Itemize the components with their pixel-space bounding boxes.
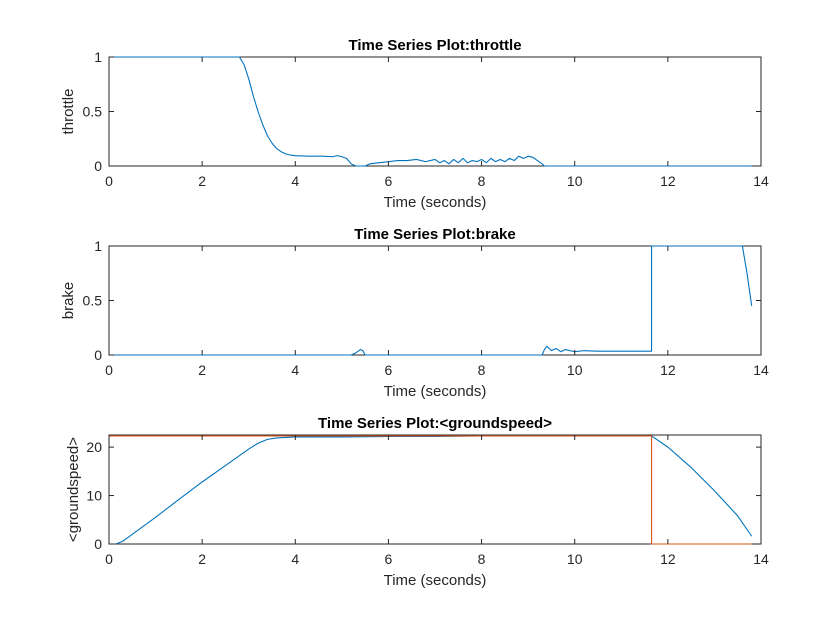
chart-title: Time Series Plot:throttle: [348, 37, 521, 54]
plot-area: [108, 245, 762, 356]
chart-title: Time Series Plot:<groundspeed>: [318, 415, 552, 432]
y-tick-label: 0: [94, 158, 102, 174]
x-tick-label: 2: [198, 362, 206, 378]
y-tick-label: 0: [94, 347, 102, 363]
series-line-1: [109, 245, 753, 356]
x-tick-label: 2: [198, 551, 206, 567]
y-tick-label: 0: [94, 536, 102, 552]
y-axis-label: <groundspeed>: [65, 437, 82, 542]
series-line-1: [109, 56, 752, 167]
y-tick-label: 10: [86, 488, 102, 504]
x-axis-label: Time (seconds): [384, 194, 487, 211]
x-tick-label: 10: [567, 551, 583, 567]
x-tick-label: 6: [385, 173, 393, 189]
x-tick-label: 8: [478, 362, 486, 378]
x-tick-label: 4: [291, 173, 299, 189]
plot-area: [108, 434, 762, 545]
y-tick-label: 1: [94, 238, 102, 254]
axes-2: 0 2 4 6 8 10 12 14 0 0.5 1 Time Series Plot:brake Ti…: [60, 226, 769, 400]
x-tick-label: 12: [660, 173, 676, 189]
y-tick-label: 0.5: [83, 293, 103, 309]
x-tick-label: 4: [291, 362, 299, 378]
x-tick-label: 6: [385, 362, 393, 378]
axes-1: 0 2 4 6 8 10 12 14 0 0.5 1 Time Series Plot:throttl…: [60, 37, 769, 211]
y-tick-label: 20: [86, 439, 102, 455]
x-tick-label: 4: [291, 551, 299, 567]
y-axis-label: brake: [60, 282, 77, 320]
x-tick-label: 10: [567, 362, 583, 378]
x-tick-label: 12: [660, 362, 676, 378]
x-tick-label: 8: [478, 551, 486, 567]
x-tick-label: 8: [478, 173, 486, 189]
axes-3: 0 2 4 6 8 10 12 14 0 10 20 Time Series Plot:<ground…: [65, 415, 769, 589]
x-axis-label: Time (seconds): [384, 572, 487, 589]
x-tick-label: 6: [385, 551, 393, 567]
x-tick-label: 14: [753, 362, 769, 378]
x-tick-label: 2: [198, 173, 206, 189]
plot-area: [108, 56, 762, 167]
x-tick-label: 0: [105, 551, 113, 567]
x-tick-label: 10: [567, 173, 583, 189]
x-tick-label: 0: [105, 173, 113, 189]
chart-title: Time Series Plot:brake: [354, 226, 515, 243]
series-line-1: [115, 435, 753, 545]
x-axis-label: Time (seconds): [384, 383, 487, 400]
x-tick-label: 12: [660, 551, 676, 567]
series-line-2: [109, 435, 752, 545]
y-tick-label: 0.5: [83, 104, 103, 120]
y-tick-label: 1: [94, 49, 102, 65]
x-tick-label: 14: [753, 551, 769, 567]
x-tick-label: 14: [753, 173, 769, 189]
y-axis-label: throttle: [60, 89, 77, 135]
x-tick-label: 0: [105, 362, 113, 378]
